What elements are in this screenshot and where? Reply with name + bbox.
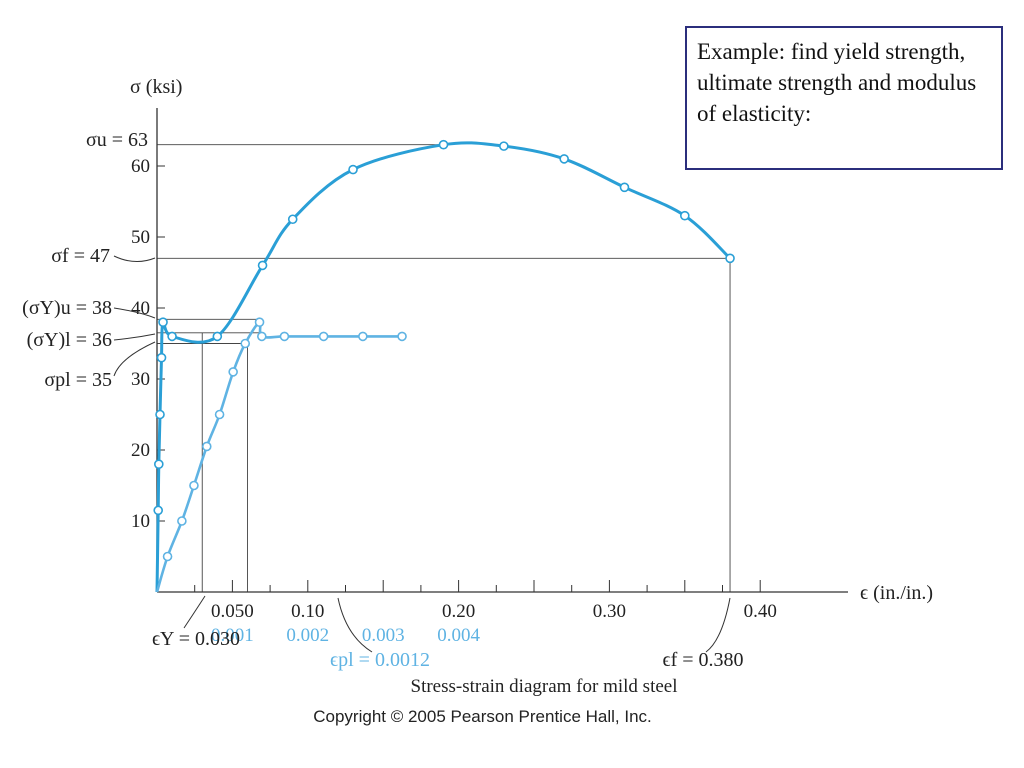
data-point-magnified: [318, 331, 329, 342]
data-point-magnified: [162, 551, 173, 562]
data-point: [499, 141, 509, 151]
y-tick-label: 30: [131, 369, 150, 390]
y-tick-label: 10: [131, 511, 150, 532]
data-point: [158, 317, 168, 328]
axes: [156, 108, 848, 593]
x-tick-label: 0.40: [744, 601, 777, 622]
reference-lines: [157, 144, 731, 592]
copyright-text: Copyright © 2005 Pearson Prentice Hall, …: [313, 707, 652, 726]
x-tick-label: 0.10: [291, 601, 324, 622]
data-point: [167, 331, 177, 342]
x-tick-label-magnified: 0.001: [211, 625, 254, 646]
data-point: [559, 154, 569, 164]
x-axis-label: ϵ (in./in.): [860, 582, 933, 604]
leader-sigma-f: [113, 255, 156, 262]
data-point-magnified: [397, 331, 407, 342]
data-point: [348, 164, 358, 175]
data-point: [287, 214, 298, 225]
fracture-stress-label: σf = 47: [51, 245, 110, 267]
data-point: [155, 409, 165, 420]
data-point-magnified: [228, 367, 238, 377]
fracture-strain-label: ϵf = 0.380: [662, 649, 743, 671]
proportional-limit-label: σpl = 35: [44, 369, 112, 391]
proportional-strain-label: ϵpl = 0.0012: [330, 649, 430, 671]
points: [153, 139, 735, 562]
data-point: [212, 331, 223, 342]
x-tick-label: 0.20: [442, 601, 475, 622]
data-point-magnified: [189, 480, 199, 491]
data-point: [725, 253, 735, 264]
upper-yield-label: (σY)u = 38: [22, 297, 112, 319]
data-point-magnified: [254, 317, 265, 328]
data-point-magnified: [279, 331, 290, 342]
data-point: [619, 182, 630, 193]
data-point: [438, 139, 449, 150]
data-point-magnified: [257, 331, 267, 342]
labels: σ (ksi) ϵ (in./in.) Stress-strain diagram …: [22, 76, 933, 697]
data-point-magnified: [240, 338, 251, 349]
ticks: 10 20 30 40 50 60 0.050 0.10 0.20 0.30 0.40 0.001 0.…: [131, 156, 777, 646]
data-point-magnified: [177, 516, 187, 526]
data-point: [679, 210, 690, 221]
x-tick-label-magnified: 0.002: [286, 625, 329, 646]
magnified-curve: [155, 320, 402, 593]
y-tick-label: 20: [131, 440, 150, 461]
leader-sigma-y-u: [113, 307, 156, 319]
leader-sigma-pl: [113, 341, 156, 377]
x-tick-label-magnified: 0.004: [437, 625, 480, 646]
y-axis-label: σ (ksi): [130, 76, 182, 98]
example-note: Example: find yield strength, ultimate s…: [685, 26, 1003, 170]
data-point: [156, 352, 167, 363]
leader-eps-y: [183, 595, 206, 629]
x-tick-label: 0.050: [211, 601, 254, 622]
data-point-magnified: [201, 441, 212, 452]
full-scale-curve: [155, 141, 732, 593]
y-tick-label: 40: [131, 298, 150, 319]
data-point-magnified: [214, 409, 225, 420]
leader-eps-pl: [337, 597, 373, 653]
data-point: [153, 505, 164, 516]
data-point: [154, 459, 164, 470]
example-note-text: Example: find yield strength, ultimate s…: [697, 39, 977, 126]
x-tick-label: 0.30: [593, 601, 626, 622]
curves: [155, 141, 732, 593]
data-point-magnified: [358, 331, 368, 342]
data-point: [257, 260, 268, 271]
x-tick-label-magnified: 0.003: [362, 625, 405, 646]
y-tick-label: 50: [131, 227, 150, 248]
chart-title: Stress-strain diagram for mild steel: [411, 676, 678, 697]
ultimate-stress-label: σu = 63: [86, 129, 148, 151]
yield-strain-label: ϵY = 0.030: [152, 628, 240, 650]
y-tick-label: 60: [131, 156, 150, 177]
lower-yield-label: (σY)l = 36: [27, 329, 112, 351]
leader-sigma-y-l: [113, 333, 156, 341]
leader-eps-f: [705, 597, 731, 653]
